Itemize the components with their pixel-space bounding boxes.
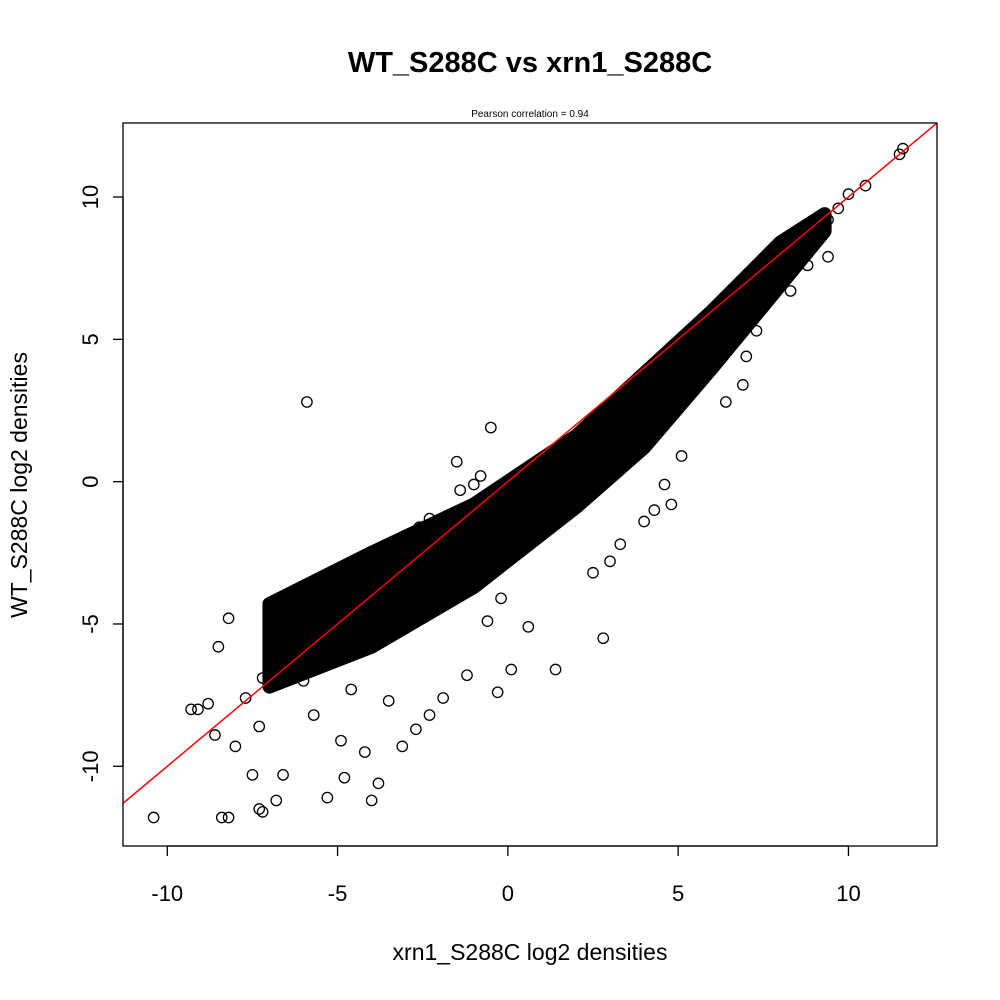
data-point bbox=[410, 723, 422, 736]
data-point bbox=[822, 250, 834, 263]
data-point bbox=[737, 379, 749, 391]
data-point bbox=[614, 538, 627, 551]
data-point bbox=[897, 142, 909, 155]
data-point bbox=[215, 811, 228, 824]
data-point bbox=[505, 663, 518, 676]
y-tick-label: -10 bbox=[78, 750, 103, 782]
data-point bbox=[246, 768, 259, 781]
data-point bbox=[450, 455, 463, 468]
data-point bbox=[484, 421, 497, 434]
data-point bbox=[147, 811, 160, 824]
chart-title: WT_S288C vs xrn1_S288C bbox=[348, 47, 712, 79]
data-point bbox=[277, 768, 289, 781]
x-axis-label: xrn1_S288C log2 densities bbox=[393, 939, 668, 965]
data-point bbox=[648, 504, 661, 516]
data-point bbox=[256, 805, 269, 818]
data-point bbox=[345, 683, 358, 696]
data-point bbox=[270, 794, 283, 807]
data-point bbox=[307, 709, 320, 721]
data-point bbox=[365, 794, 378, 807]
y-axis-label: WT_S288C log2 densities bbox=[6, 352, 32, 618]
x-tick-label: -10 bbox=[151, 881, 183, 906]
data-point bbox=[467, 478, 480, 491]
data-point bbox=[338, 771, 351, 784]
data-point bbox=[454, 484, 467, 497]
data-point bbox=[253, 720, 266, 733]
y-axis: -10 -5 0 5 10 bbox=[78, 185, 124, 782]
x-tick-label: 5 bbox=[672, 881, 684, 906]
data-point bbox=[212, 640, 225, 653]
data-point bbox=[719, 396, 732, 408]
data-point bbox=[253, 803, 266, 815]
data-point bbox=[461, 669, 473, 682]
y-tick-label: 0 bbox=[78, 476, 103, 488]
data-point bbox=[893, 148, 906, 161]
x-tick-label: 0 bbox=[502, 881, 514, 906]
data-point bbox=[382, 694, 395, 707]
dense-point-cloud bbox=[262, 207, 832, 694]
data-point bbox=[597, 632, 610, 645]
data-point bbox=[491, 686, 504, 699]
data-point bbox=[675, 450, 688, 462]
data-point bbox=[423, 709, 436, 721]
data-point bbox=[832, 202, 845, 215]
chart-subtitle: Pearson correlation = 0.94 bbox=[471, 109, 589, 120]
data-point bbox=[222, 811, 235, 824]
data-point bbox=[372, 777, 385, 790]
data-point bbox=[239, 692, 252, 704]
data-point bbox=[658, 478, 671, 491]
data-point bbox=[587, 566, 599, 579]
x-tick-label: -5 bbox=[328, 881, 348, 906]
data-point bbox=[209, 729, 221, 741]
data-point bbox=[474, 470, 487, 482]
data-point bbox=[321, 791, 334, 804]
x-tick-label: 10 bbox=[836, 881, 860, 906]
data-point bbox=[222, 612, 235, 625]
data-point bbox=[481, 615, 494, 627]
data-point bbox=[740, 350, 753, 363]
data-point bbox=[192, 703, 204, 716]
data-point bbox=[437, 692, 450, 704]
data-point bbox=[604, 555, 616, 568]
data-point bbox=[638, 515, 650, 528]
data-point bbox=[784, 285, 797, 297]
x-axis: -10 -5 0 5 10 bbox=[151, 845, 861, 906]
data-point bbox=[202, 697, 214, 710]
data-point bbox=[301, 396, 313, 408]
data-point bbox=[358, 746, 371, 758]
data-point bbox=[842, 188, 855, 201]
data-point bbox=[549, 663, 562, 676]
data-point bbox=[522, 620, 535, 633]
data-point bbox=[396, 740, 409, 753]
data-point bbox=[229, 740, 242, 753]
y-tick-label: 10 bbox=[78, 185, 103, 209]
data-point bbox=[665, 498, 678, 511]
data-point bbox=[185, 703, 197, 716]
dense-point-band bbox=[262, 207, 832, 694]
data-point bbox=[495, 592, 507, 605]
data-point bbox=[859, 179, 872, 192]
data-point bbox=[335, 734, 347, 747]
fit-line bbox=[123, 123, 937, 804]
y-tick-label: -5 bbox=[78, 614, 103, 634]
y-tick-label: 5 bbox=[78, 333, 103, 345]
